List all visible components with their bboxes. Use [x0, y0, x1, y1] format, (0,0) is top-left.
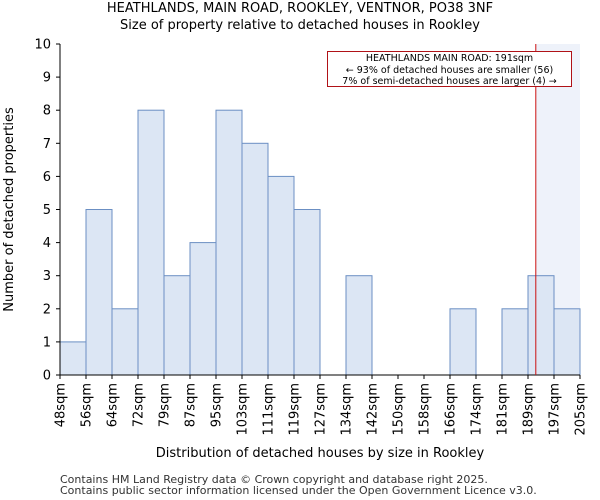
x-tick-label: 56sqm [80, 383, 95, 427]
x-tick-label: 166sqm [444, 383, 459, 436]
y-tick-label: 3 [43, 269, 51, 284]
footer-line-1: Contains HM Land Registry data © Crown c… [60, 473, 488, 486]
bar [501, 308, 529, 376]
x-tick-label: 48sqm [54, 383, 69, 427]
x-tick-label: 197sqm [548, 383, 563, 436]
chart-title: HEATHLANDS, MAIN ROAD, ROOKLEY, VENTNOR,… [106, 1, 494, 16]
annotation-line-3: 7% of semi-detached houses are larger (4… [342, 76, 557, 87]
bar [449, 308, 477, 376]
y-tick-label: 2 [43, 302, 51, 317]
y-tick-label: 0 [43, 369, 51, 384]
x-axis-label: Distribution of detached houses by size … [156, 446, 485, 461]
footer-line-2: Contains public sector information licen… [60, 484, 537, 497]
bar [85, 209, 113, 376]
bar [215, 109, 243, 376]
x-tick-label: 79sqm [158, 383, 173, 427]
bar [267, 175, 295, 376]
bar [163, 275, 191, 376]
annotation-line-2: ← 93% of detached houses are smaller (56… [345, 64, 554, 76]
bar [553, 308, 581, 376]
y-tick-label: 1 [43, 335, 51, 350]
y-tick-label: 6 [43, 170, 51, 185]
x-tick-label: 205sqm [574, 383, 589, 436]
x-tick-label: 127sqm [314, 383, 329, 436]
x-tick-label: 189sqm [522, 383, 537, 436]
y-tick-label: 5 [43, 203, 51, 218]
y-tick-label: 4 [43, 236, 51, 251]
x-tick-label: 72sqm [132, 383, 147, 427]
x-tick-label: 181sqm [496, 383, 511, 436]
bar [293, 209, 321, 376]
bar [527, 275, 555, 376]
x-tick-label: 103sqm [236, 383, 251, 436]
x-tick-label: 174sqm [470, 383, 485, 436]
marker-annotation-box: HEATHLANDS MAIN ROAD: 191sqm ← 93% of de… [327, 51, 572, 87]
x-tick-label: 150sqm [392, 383, 407, 436]
annotation-line-1: HEATHLANDS MAIN ROAD: 191sqm [365, 53, 534, 64]
bar [345, 275, 373, 376]
x-tick-label: 134sqm [340, 383, 355, 436]
bar [137, 109, 165, 376]
x-tick-label: 95sqm [210, 383, 225, 427]
bar [59, 341, 87, 376]
x-tick-label: 158sqm [418, 383, 433, 436]
bar [111, 308, 139, 376]
bar [189, 242, 217, 376]
chart-subtitle: Size of property relative to detached ho… [120, 18, 480, 33]
y-tick-label: 10 [34, 38, 51, 53]
bar [241, 142, 269, 376]
x-tick-label: 111sqm [262, 383, 277, 436]
y-tick-label: 9 [43, 71, 51, 86]
y-tick-label: 7 [43, 137, 51, 152]
y-axis-label: Number of detached properties [2, 107, 17, 312]
x-tick-label: 64sqm [106, 383, 121, 427]
x-tick-label: 87sqm [184, 383, 199, 427]
x-tick-label: 119sqm [288, 383, 303, 436]
x-tick-label: 142sqm [366, 383, 381, 436]
y-tick-label: 8 [43, 104, 51, 119]
